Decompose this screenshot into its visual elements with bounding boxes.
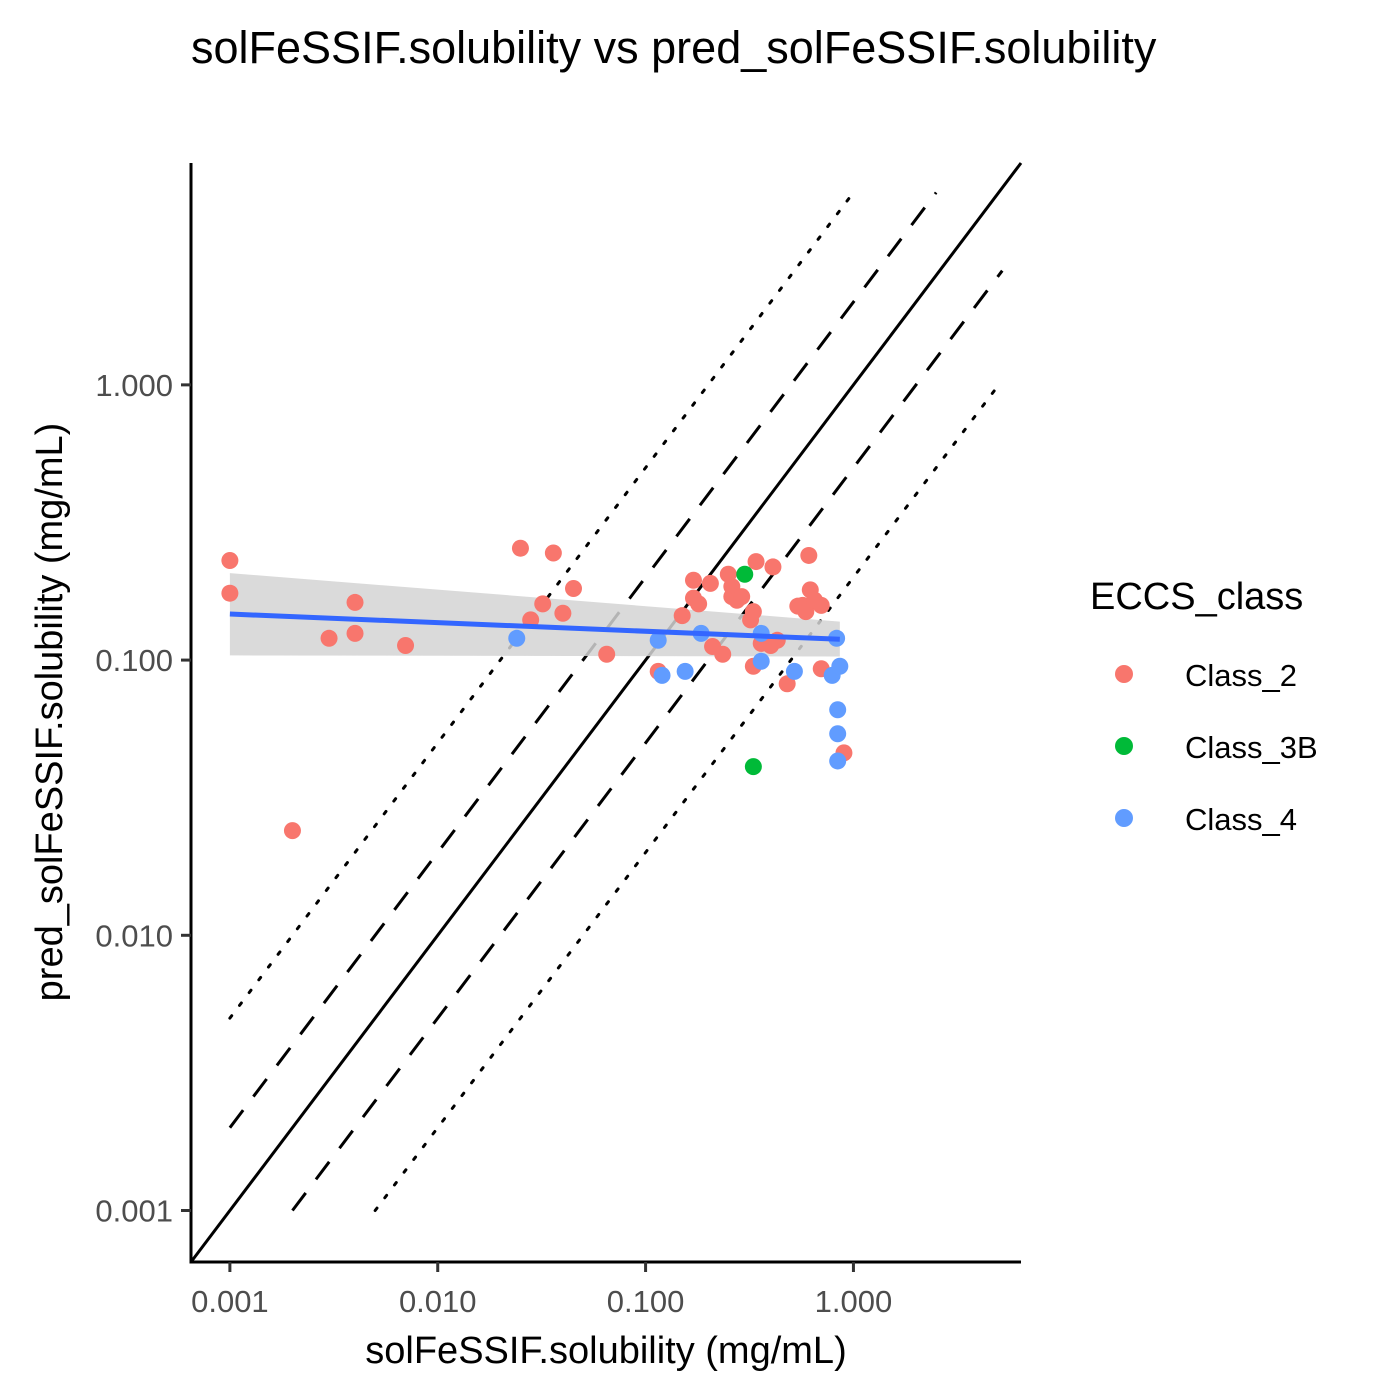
data-point-class-2 — [673, 607, 691, 625]
data-point-class-4 — [653, 666, 671, 684]
data-point-class-4 — [676, 662, 694, 680]
y-axis-title: pred_solFeSSIF.solubility (mg/mL) — [29, 423, 71, 1002]
data-point-class-2 — [747, 553, 765, 571]
legend-label-class-4: Class_4 — [1185, 802, 1297, 837]
data-point-class-4 — [649, 631, 667, 649]
plot-title: solFeSSIF.solubility vs pred_solFeSSIF.s… — [191, 22, 1157, 73]
x-tick-label: 0.100 — [607, 1284, 685, 1319]
data-point-class-2 — [544, 544, 562, 562]
legend-label-class-2: Class_2 — [1185, 658, 1297, 693]
data-point-class-2 — [764, 558, 782, 576]
x-axis-title: solFeSSIF.solubility (mg/mL) — [365, 1330, 846, 1372]
data-point-class-2 — [565, 580, 583, 598]
data-point-class-2 — [221, 552, 239, 570]
data-point-class-2 — [346, 593, 364, 611]
data-point-class-2 — [283, 822, 301, 840]
data-point-class-3b — [736, 565, 754, 583]
data-point-class-4 — [829, 701, 847, 719]
data-point-class-4 — [752, 652, 770, 670]
legend-key-class-3b — [1115, 737, 1133, 755]
x-axis-ticks: 0.001 0.010 0.100 1.000 — [191, 1262, 892, 1319]
data-point-class-2 — [733, 588, 751, 606]
data-point-class-2 — [598, 645, 616, 663]
x-tick-label: 1.000 — [815, 1284, 893, 1319]
trend-line — [229, 611, 840, 642]
data-point-class-2 — [320, 629, 338, 647]
data-point-class-4 — [508, 629, 526, 647]
data-point-class-2 — [812, 596, 830, 614]
data-point-class-2 — [714, 645, 732, 663]
data-point-class-2 — [534, 595, 552, 613]
data-point-class-2 — [701, 574, 719, 592]
data-point-class-2 — [554, 604, 572, 622]
y-tick-label: 0.001 — [95, 1194, 173, 1229]
y-axis-ticks: 0.001 0.010 0.100 1.000 — [95, 368, 191, 1229]
data-point-class-4 — [785, 662, 803, 680]
legend-title: ECCS_class — [1090, 576, 1303, 618]
y-tick-label: 1.000 — [95, 368, 173, 403]
data-point-class-2 — [346, 624, 364, 642]
legend-key-class-2 — [1115, 665, 1133, 683]
reference-line-dashed-lower — [291, 269, 1004, 1212]
legend-key-class-4 — [1115, 809, 1133, 827]
reference-line-dotted-lower — [373, 385, 999, 1213]
data-point-class-2 — [744, 603, 762, 621]
data-point-class-4 — [829, 725, 847, 743]
reference-line-dashed-upper — [228, 191, 938, 1129]
data-point-class-2 — [397, 636, 415, 654]
data-point-class-3b — [744, 758, 762, 776]
data-point-class-2 — [800, 546, 818, 564]
legend: ECCS_class Class_2 Class_3B Class_4 — [1090, 576, 1318, 837]
x-tick-label: 0.001 — [191, 1284, 269, 1319]
data-points — [221, 539, 853, 840]
y-tick-label: 0.010 — [95, 918, 173, 953]
reference-line-solid — [189, 162, 1023, 1263]
data-point-class-2 — [511, 539, 529, 557]
reference-lines — [189, 162, 1023, 1263]
data-point-class-2 — [778, 675, 796, 693]
data-point-class-2 — [684, 571, 702, 589]
x-tick-label: 0.010 — [399, 1284, 477, 1319]
data-point-class-4 — [831, 657, 849, 675]
legend-label-class-3b: Class_3B — [1185, 730, 1318, 765]
data-point-class-2 — [221, 584, 239, 602]
y-tick-label: 0.100 — [95, 643, 173, 678]
data-point-class-2 — [690, 595, 708, 613]
data-point-class-4 — [829, 752, 847, 770]
trend-line-layer — [229, 611, 840, 642]
